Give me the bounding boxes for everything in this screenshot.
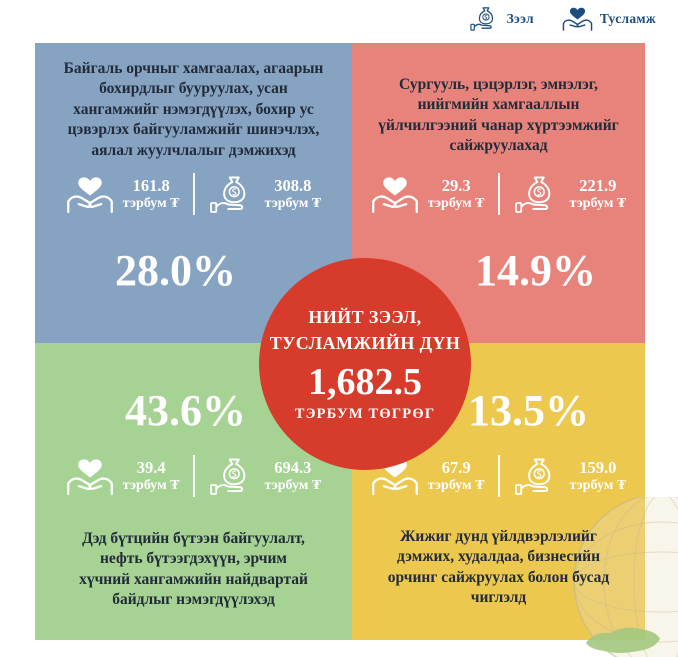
legend-aid-label: Тусламж — [599, 10, 656, 26]
quadrant-percent: 14.9% — [475, 246, 596, 295]
aid-icon — [66, 455, 114, 497]
quadrant-percent: 13.5% — [468, 386, 589, 435]
loan-unit: тэрбум ₮ — [264, 477, 322, 493]
total-title: НИЙТ ЗЭЭЛ, ТУСЛАМЖИЙН ДҮН — [269, 307, 461, 353]
aid-value: 29.3 — [441, 176, 471, 196]
loan-unit: тэрбум ₮ — [569, 477, 627, 493]
quadrant-percent: 43.6% — [125, 386, 246, 435]
stats-row: 161.8 тэрбум ₮ 308.8 тэрбум ₮ — [35, 173, 352, 215]
quadrant-description: Сургууль, цэцэрлэг, эмнэлэг, нийгмийн ха… — [378, 76, 619, 155]
total-circle: НИЙТ ЗЭЭЛ, ТУСЛАМЖИЙН ДҮН 1,682.5 ТЭРБУМ… — [259, 258, 471, 470]
loan-unit: тэрбум ₮ — [569, 195, 627, 211]
loan-icon — [208, 455, 256, 497]
aid-unit: тэрбум ₮ — [427, 477, 485, 493]
aid-value: 39.4 — [136, 458, 166, 478]
aid-stat: 29.3 тэрбум ₮ — [371, 173, 485, 215]
legend-loan-label: Зээл — [506, 10, 534, 26]
aid-icon — [371, 173, 419, 215]
quadrant-environment-tourism: Байгаль орчныг хамгаалах, агаарын бохирд… — [35, 43, 352, 343]
aid-stat: 67.9 тэрбум ₮ — [371, 455, 485, 497]
loan-stat: 159.0 тэрбум ₮ — [513, 455, 627, 497]
aid-unit: тэрбум ₮ — [122, 477, 180, 493]
loan-value: 308.8 — [274, 176, 312, 196]
stats-divider — [192, 455, 195, 497]
stats-divider — [192, 173, 195, 215]
quadrant-description: Дэд бүтцийн бүтээн байгуулалт, нефть бүт… — [79, 530, 308, 609]
loan-icon — [513, 455, 561, 497]
aid-value: 67.9 — [441, 458, 471, 478]
quadrant-description: Жижиг дунд үйлдвэрлэлийг дэмжих, худалда… — [387, 528, 610, 607]
loan-value: 694.3 — [274, 458, 312, 478]
aid-unit: тэрбум ₮ — [122, 195, 180, 211]
loan-icon — [208, 173, 256, 215]
loan-unit: тэрбум ₮ — [264, 195, 322, 211]
aid-stat: 161.8 тэрбум ₮ — [66, 173, 180, 215]
stats-row: 39.4 тэрбум ₮ 694.3 тэрбум ₮ — [35, 455, 352, 497]
quadrant-social-services: Сургууль, цэцэрлэг, эмнэлэг, нийгмийн ха… — [352, 43, 645, 343]
quadrant-grid: Байгаль орчныг хамгаалах, агаарын бохирд… — [35, 43, 645, 640]
loan-value: 159.0 — [579, 458, 617, 478]
globe-watermark — [573, 497, 678, 657]
stats-row: 67.9 тэрбум ₮ 159.0 тэрбум ₮ — [352, 455, 645, 497]
loan-stat: 308.8 тэрбум ₮ — [208, 173, 322, 215]
loan-stat: 221.9 тэрбум ₮ — [513, 173, 627, 215]
quadrant-percent: 28.0% — [115, 246, 236, 295]
stats-divider — [497, 455, 500, 497]
aid-stat: 39.4 тэрбум ₮ — [66, 455, 180, 497]
aid-unit: тэрбум ₮ — [427, 195, 485, 211]
stats-row: 29.3 тэрбум ₮ 221.9 тэрбум ₮ — [352, 173, 645, 215]
loan-icon — [469, 5, 500, 32]
loan-icon — [513, 173, 561, 215]
legend-item-aid: Тусламж — [562, 5, 656, 32]
loan-value: 221.9 — [579, 176, 617, 196]
total-unit: ТЭРБУМ ТӨГРӨГ — [294, 405, 436, 422]
loan-stat: 694.3 тэрбум ₮ — [208, 455, 322, 497]
quadrant-description: Байгаль орчныг хамгаалах, агаарын бохирд… — [63, 60, 324, 159]
aid-icon — [66, 173, 114, 215]
total-amount: 1,682.5 — [308, 360, 422, 403]
aid-value: 161.8 — [132, 176, 170, 196]
legend: Зээл Тусламж — [469, 5, 656, 32]
legend-item-loan: Зээл — [469, 5, 534, 32]
aid-icon — [562, 5, 593, 32]
stats-divider — [497, 173, 500, 215]
